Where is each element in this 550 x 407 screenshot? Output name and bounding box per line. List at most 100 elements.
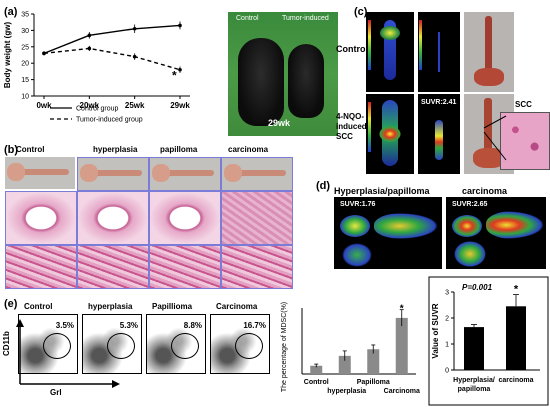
b-col-control: Control <box>16 145 45 154</box>
e2-bar-0 <box>464 327 484 370</box>
tumor-photo-label: Tumor-induced <box>282 15 329 22</box>
body-weight-chart: 10 15 20 25 30 35 0wk 20wk 25wk 29wk Body weight (… <box>3 12 190 124</box>
e2-cat-1: carcinoma <box>498 377 533 384</box>
a-legend-label-1: Tumor-induced group <box>76 117 143 124</box>
scc-pointer-lines <box>483 115 507 161</box>
d-col-hyperplasia: Hyperplasia/papilloma <box>334 186 430 196</box>
flow-axis-arrows <box>16 319 120 388</box>
mice-photo: Control Tumor-induced 29wk <box>228 12 338 136</box>
e2-cat-0-line1: Hyperplasia/ <box>453 377 495 384</box>
histology-low-3 <box>221 191 293 245</box>
e1-cat-2: Papilloma <box>357 379 390 386</box>
flow-plot-3: 16.7% <box>210 314 270 374</box>
a-point <box>178 23 182 28</box>
a-significance: * <box>172 69 177 83</box>
a-point <box>87 33 92 38</box>
histology-gross-2 <box>149 157 221 191</box>
e2-pvalue: P=0.001 <box>462 283 493 292</box>
c-suvr-value: SUVR:2.41 <box>421 99 457 106</box>
a-xtick-label: 0wk <box>36 101 52 110</box>
a-ytick-label: 35 <box>21 12 29 19</box>
stomach-gross <box>80 164 98 182</box>
esophagus-gross <box>228 170 286 176</box>
d-col-carcinoma: carcinoma <box>462 186 508 196</box>
e1-bar-0 <box>310 365 323 374</box>
a-point <box>132 26 137 31</box>
c-scc-label: SCC <box>515 100 532 109</box>
histology-low-1 <box>77 191 149 245</box>
e1-cat-3: Carcinoma <box>384 388 420 395</box>
week-photo-label: 29wk <box>268 118 291 128</box>
e2-ytick-label: 2 <box>445 316 449 323</box>
flow-col-label-2: Papillioma <box>152 302 193 311</box>
flow-plot-1: 5.3% <box>82 314 142 374</box>
e2-significance: * <box>514 284 519 296</box>
a-ytick-label: 30 <box>21 28 29 35</box>
c-row-scc: 4-NQO-induced SCC <box>336 112 367 141</box>
b-col-hyperplasia: hyperplasia <box>93 145 138 154</box>
pet-scc-body <box>366 94 414 174</box>
pet-scc-strip: SUVR:2.41 <box>418 94 460 174</box>
pet-hyperplasia-panel: SUVR:1.76 <box>334 197 442 269</box>
flow-percent-3: 16.7% <box>243 321 266 330</box>
histology-high-2 <box>149 245 221 289</box>
flow-col-label-0: Control <box>24 302 53 311</box>
tumor-mouse <box>288 44 324 118</box>
esophagus-gross <box>11 169 69 175</box>
e1-cat-1: hyperplasia <box>327 388 366 395</box>
suvr-bar-chart: 0 1 2 3 Value of SUVR P=0.001 Hyperplasia/papi… <box>428 276 549 406</box>
panel-b-label: (b) <box>4 144 19 156</box>
a-xtick-label: 29wk <box>170 101 190 110</box>
scc-histology-inset <box>500 112 550 170</box>
flow-col-label-3: Carcinoma <box>216 302 258 311</box>
esophagus-gross <box>156 170 214 176</box>
d-suvr-1: SUVR:1.76 <box>340 201 376 208</box>
control-photo-label: Control <box>236 15 259 22</box>
e2-ylabel: Value of SUVR <box>431 303 440 358</box>
stomach-gross <box>224 164 242 182</box>
pet-control-strip <box>418 12 460 92</box>
panel-e-label: (e) <box>4 298 18 310</box>
flow-y-axis-label: CD11b <box>2 331 11 356</box>
histology-high-1 <box>77 245 149 289</box>
a-point <box>42 51 46 56</box>
histology-gross-3 <box>221 157 293 191</box>
flow-percent-2: 8.8% <box>183 321 202 330</box>
flow-gate <box>43 333 71 359</box>
e2-bar-1 <box>506 306 526 370</box>
histology-low-2 <box>149 191 221 245</box>
panel-c-label: (c) <box>354 6 368 18</box>
esophagus-control-photo <box>464 12 514 92</box>
flow-percent-1: 5.3% <box>119 321 138 330</box>
e1-bar-3 <box>395 317 408 374</box>
a-ytick-label: 25 <box>21 44 29 51</box>
control-mouse <box>238 38 284 126</box>
flow-plot-2: 8.8% <box>146 314 206 374</box>
histology-gross-0 <box>5 157 75 189</box>
a-legend-label-0: Control group <box>76 106 119 113</box>
b-col-papilloma: papilloma <box>160 145 198 154</box>
histology-low-0 <box>5 191 77 245</box>
a-xtick-label: 25wk <box>125 101 145 110</box>
c-row-control: Control <box>336 44 368 54</box>
histology-high-0 <box>5 245 77 289</box>
a-point <box>132 54 137 59</box>
a-series-line-1 <box>43 47 181 71</box>
histology-grid <box>4 157 294 293</box>
e2-ytick-label: 3 <box>445 290 449 297</box>
flow-gate <box>171 333 199 359</box>
pet-control-body <box>366 12 414 92</box>
esophagus-gross <box>84 170 142 176</box>
histology-high-3 <box>221 245 293 289</box>
e2-cat-0-line2: papilloma <box>458 386 491 393</box>
flow-gate <box>107 333 135 359</box>
a-xtick-label: 20wk <box>80 101 100 110</box>
a-ytick-label: 10 <box>21 94 29 101</box>
d-suvr-2: SUVR:2.65 <box>452 201 488 208</box>
a-ylabel: Body weight (gw) <box>3 22 12 89</box>
e1-bar-1 <box>338 355 351 374</box>
a-ytick-label: 15 <box>21 77 29 84</box>
flow-cytometry-row: Control 3.5% hyperplasia 5.3% Papillioma 8.8%… <box>16 298 278 376</box>
e1-significance: * <box>400 304 404 315</box>
a-ytick-label: 20 <box>21 61 29 68</box>
